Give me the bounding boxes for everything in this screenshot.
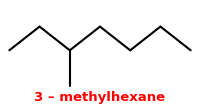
Text: 3 – methylhexane: 3 – methylhexane xyxy=(34,91,166,104)
